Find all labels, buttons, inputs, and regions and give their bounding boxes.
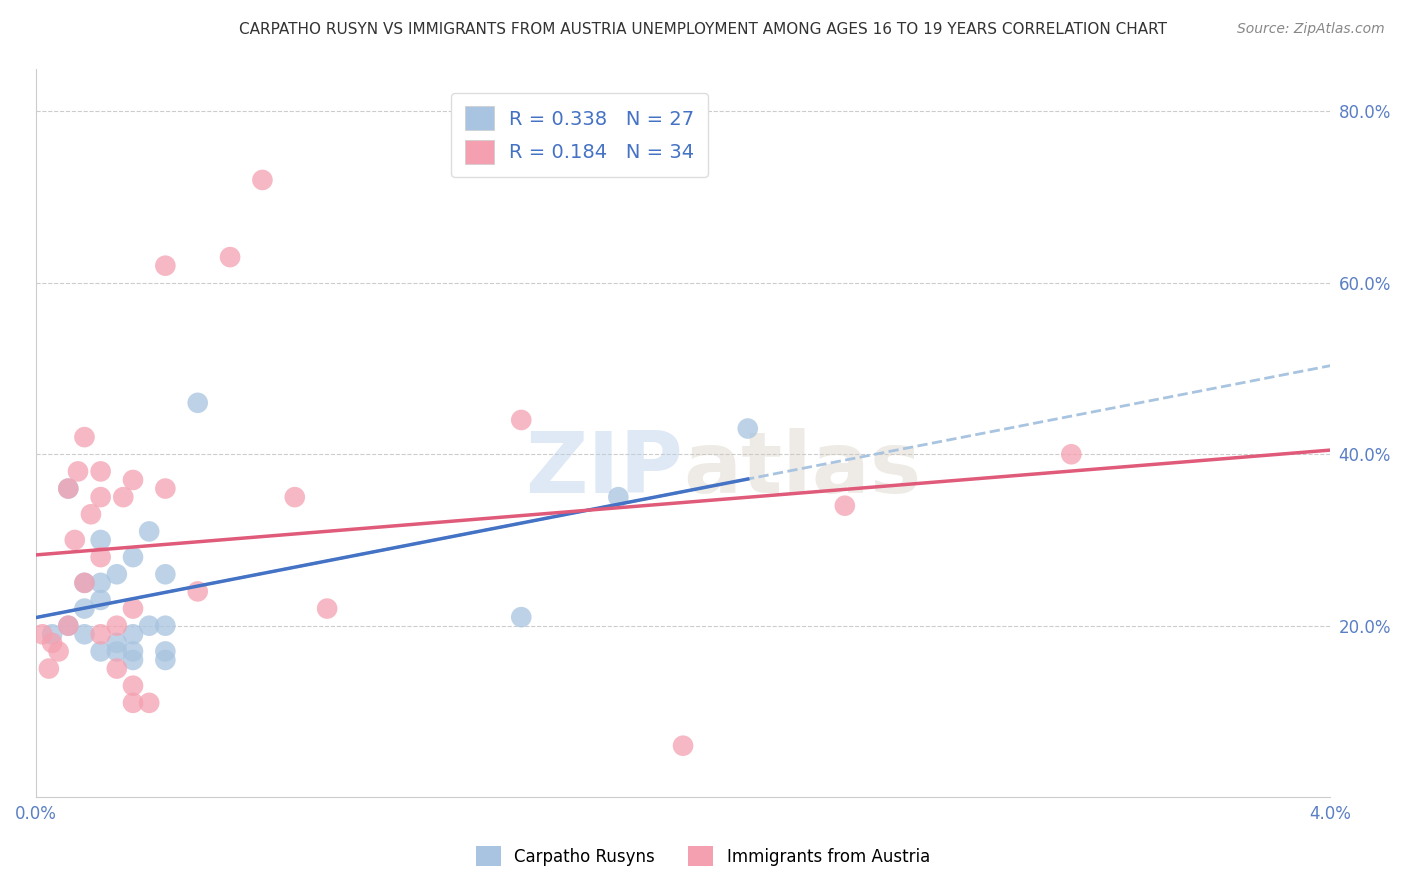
Point [90, 550, 112, 565]
Point [284, 490, 307, 504]
Point [105, 644, 128, 658]
Point [122, 550, 145, 565]
Text: atlas: atlas [683, 428, 921, 511]
Point [31, 627, 53, 641]
Point [316, 601, 339, 615]
Point [58, 482, 80, 496]
Point [155, 567, 177, 582]
Point [66, 464, 89, 478]
Text: CARPATHO RUSYN VS IMMIGRANTS FROM AUSTRIA UNEMPLOYMENT AMONG AGES 16 TO 19 YEARS: CARPATHO RUSYN VS IMMIGRANTS FROM AUSTRI… [239, 22, 1167, 37]
Point [834, 499, 856, 513]
Point [90, 593, 112, 607]
Point [510, 413, 533, 427]
Point [58, 618, 80, 632]
Point [122, 679, 145, 693]
Point [58, 618, 80, 632]
Point [122, 644, 145, 658]
Point [737, 421, 759, 435]
Point [122, 601, 145, 615]
Point [607, 490, 630, 504]
Point [90, 644, 112, 658]
Point [90, 464, 112, 478]
Point [105, 636, 128, 650]
Point [48, 644, 70, 658]
Point [105, 567, 128, 582]
Point [122, 627, 145, 641]
Point [138, 524, 160, 539]
Point [73, 430, 96, 444]
Point [90, 490, 112, 504]
Point [155, 644, 177, 658]
Point [73, 575, 96, 590]
Point [122, 696, 145, 710]
Point [138, 696, 160, 710]
Point [155, 482, 177, 496]
Point [155, 653, 177, 667]
Point [187, 584, 209, 599]
Point [155, 259, 177, 273]
Point [41, 636, 63, 650]
Point [672, 739, 695, 753]
Point [219, 250, 242, 264]
Text: ZIP: ZIP [526, 428, 683, 511]
Point [41, 627, 63, 641]
Point [105, 662, 128, 676]
Point [73, 601, 96, 615]
Point [80, 508, 103, 522]
Point [63, 533, 86, 547]
Point [122, 473, 145, 487]
Point [38, 662, 60, 676]
Point [58, 482, 80, 496]
Point [252, 173, 274, 187]
Point [187, 396, 209, 410]
Point [90, 627, 112, 641]
Point [90, 533, 112, 547]
Point [105, 618, 128, 632]
Point [73, 627, 96, 641]
Point [73, 575, 96, 590]
Legend: Carpatho Rusyns, Immigrants from Austria: Carpatho Rusyns, Immigrants from Austria [468, 838, 938, 875]
Legend: R = 0.338   N = 27, R = 0.184   N = 34: R = 0.338 N = 27, R = 0.184 N = 34 [451, 93, 709, 178]
Point [90, 575, 112, 590]
Point [155, 618, 177, 632]
Point [138, 618, 160, 632]
Point [122, 653, 145, 667]
Point [112, 490, 135, 504]
Text: Source: ZipAtlas.com: Source: ZipAtlas.com [1237, 22, 1385, 37]
Point [510, 610, 533, 624]
Point [1060, 447, 1083, 461]
